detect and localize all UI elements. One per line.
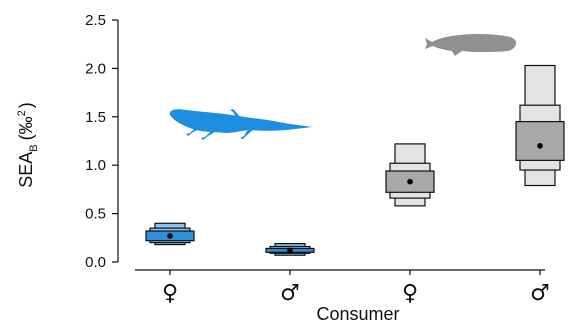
y-tick-label: 1.5	[85, 109, 106, 126]
mode-point	[537, 143, 543, 149]
fish-icon	[425, 34, 517, 56]
box-groups	[145, 64, 565, 256]
y-tick-label: 2.5	[85, 12, 106, 29]
y-ticks: 0.0 0.5 1.0 1.5 2.0 2.5	[85, 12, 118, 271]
x-tick-label: ♀	[162, 281, 178, 306]
y-label-unit-close: )	[16, 102, 36, 108]
y-tick-label: 1.0	[85, 157, 106, 174]
box-group	[515, 64, 565, 187]
mode-point	[287, 247, 293, 254]
box-group	[265, 243, 315, 256]
y-tick-label: 0.5	[85, 206, 106, 223]
box-group	[385, 143, 435, 207]
mode-point	[407, 178, 413, 185]
x-tick-label: ♂	[280, 281, 300, 306]
x-tick-label: ♀	[402, 281, 418, 306]
y-label-unit-sup: 2	[16, 110, 28, 116]
y-axis-title: SEAB (‰2)	[16, 102, 40, 188]
mode-point	[167, 233, 173, 239]
x-ticks: ♀ ♂ ♀ ♂	[162, 270, 550, 306]
y-label-unit-open: (‰	[16, 116, 36, 140]
y-tick-label: 2.0	[85, 60, 106, 77]
ci50-box	[515, 121, 565, 161]
x-tick-label: ♂	[530, 281, 550, 306]
y-label-sub: B	[28, 144, 40, 151]
box-group	[145, 222, 195, 246]
y-tick-label: 0.0	[85, 254, 106, 271]
salamander-icon	[169, 109, 312, 140]
y-label-main: SEA	[16, 152, 36, 188]
x-axis-title: Consumer	[316, 304, 399, 324]
